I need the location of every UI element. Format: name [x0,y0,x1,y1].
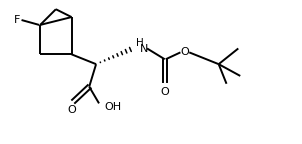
Text: O: O [180,47,189,57]
Text: O: O [160,87,169,97]
Text: F: F [14,15,20,25]
Text: O: O [67,105,76,115]
Text: N: N [140,44,148,54]
Text: OH: OH [104,102,121,112]
Text: H: H [136,38,144,48]
